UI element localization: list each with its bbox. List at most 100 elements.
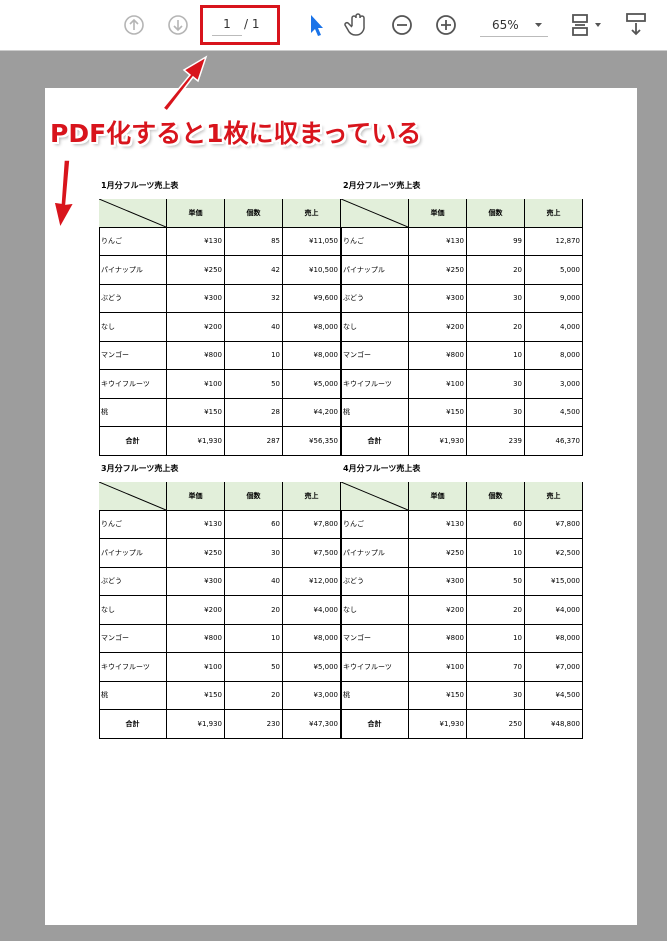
data-cell: 70: [467, 653, 525, 682]
data-cell: ¥800: [167, 624, 225, 653]
toolbar: 1 / 1 65%: [0, 0, 667, 51]
fit-button[interactable]: [572, 14, 588, 23]
data-cell: 85: [225, 227, 283, 256]
zoom-select[interactable]: 65%: [480, 13, 548, 37]
data-cell: 30: [467, 370, 525, 399]
total-cell: 合計: [99, 710, 167, 739]
data-cell: なし: [99, 596, 167, 625]
data-cell: ¥8,000: [283, 624, 341, 653]
data-cell: ¥300: [167, 567, 225, 596]
data-cell: 60: [467, 510, 525, 539]
header-cell: 単価: [409, 199, 467, 228]
data-cell: ¥200: [167, 596, 225, 625]
data-cell: ¥300: [409, 284, 467, 313]
data-cell: ¥5,000: [283, 653, 341, 682]
data-cell: りんご: [99, 227, 167, 256]
data-cell: 42: [225, 256, 283, 285]
header-cell: 売上: [525, 482, 583, 511]
data-cell: 50: [467, 567, 525, 596]
data-cell: 28: [225, 398, 283, 427]
table-title: 1月分フルーツ売上表: [101, 181, 179, 190]
data-cell: 60: [225, 510, 283, 539]
data-cell: ¥8,000: [283, 341, 341, 370]
data-cell: ¥200: [409, 313, 467, 342]
data-cell: ぶどう: [99, 284, 167, 313]
data-cell: 50: [225, 370, 283, 399]
data-cell: ¥100: [409, 370, 467, 399]
data-cell: ぶどう: [99, 567, 167, 596]
data-cell: りんご: [341, 510, 409, 539]
total-cell: 287: [225, 427, 283, 456]
page-total: / 1: [244, 17, 260, 31]
select-tool[interactable]: [311, 15, 323, 36]
data-cell: 40: [225, 567, 283, 596]
callout: PDF化すると1枚に収まっている: [50, 119, 422, 148]
next-page-button[interactable]: [168, 15, 188, 35]
tools-button[interactable]: [626, 13, 646, 22]
data-cell: 3,000: [525, 370, 583, 399]
data-cell: マンゴー: [99, 341, 167, 370]
hand-tool[interactable]: [344, 13, 365, 36]
zoom-out-button[interactable]: [392, 15, 412, 35]
header-cell: 売上: [525, 199, 583, 228]
header-cell: 売上: [283, 482, 341, 511]
data-cell: 4,500: [525, 398, 583, 427]
total-cell: 230: [225, 710, 283, 739]
data-cell: ¥5,000: [283, 370, 341, 399]
data-cell: ¥130: [167, 510, 225, 539]
data-cell: ¥100: [167, 653, 225, 682]
total-cell: ¥1,930: [167, 427, 225, 456]
data-cell: りんご: [99, 510, 167, 539]
data-cell: マンゴー: [341, 341, 409, 370]
total-cell: ¥1,930: [167, 710, 225, 739]
data-cell: ¥130: [167, 227, 225, 256]
data-cell: ¥7,800: [525, 510, 583, 539]
data-cell: マンゴー: [341, 624, 409, 653]
data-cell: ¥800: [409, 624, 467, 653]
total-cell: ¥1,930: [409, 710, 467, 739]
toolbar-icons: [124, 13, 646, 36]
total-cell: ¥48,800: [525, 710, 583, 739]
data-cell: ¥4,000: [525, 596, 583, 625]
data-cell: 30: [467, 398, 525, 427]
arrow-down: [53, 159, 76, 231]
page-highlight: [200, 5, 280, 45]
data-cell: ¥11,050: [283, 227, 341, 256]
data-cell: ¥9,600: [283, 284, 341, 313]
table-title: 4月分フルーツ売上表: [343, 464, 421, 473]
corner-cell: [341, 482, 409, 511]
data-cell: パイナップル: [341, 539, 409, 568]
data-cell: 10: [225, 624, 283, 653]
data-cell: 9,000: [525, 284, 583, 313]
table-title: 3月分フルーツ売上表: [101, 464, 179, 473]
data-cell: りんご: [341, 227, 409, 256]
data-cell: 4,000: [525, 313, 583, 342]
data-cell: キウイフルーツ: [341, 370, 409, 399]
header-cell: 売上: [283, 199, 341, 228]
total-cell: ¥56,350: [283, 427, 341, 456]
data-cell: ¥150: [409, 398, 467, 427]
data-cell: ¥200: [409, 596, 467, 625]
data-cell: 50: [225, 653, 283, 682]
data-cell: なし: [341, 313, 409, 342]
data-cell: 桃: [99, 398, 167, 427]
data-cell: ¥150: [409, 681, 467, 710]
zoom-in-button[interactable]: [436, 15, 456, 35]
data-cell: ¥150: [167, 398, 225, 427]
page-number-input[interactable]: 1: [212, 13, 242, 36]
data-cell: ¥800: [167, 341, 225, 370]
data-cell: ¥12,000: [283, 567, 341, 596]
header-cell: 個数: [225, 199, 283, 228]
diagonal: [341, 199, 408, 227]
data-cell: ¥3,000: [283, 681, 341, 710]
data-cell: 20: [467, 256, 525, 285]
prev-page-button[interactable]: [124, 15, 144, 35]
total-cell: 合計: [341, 710, 409, 739]
data-cell: 桃: [341, 398, 409, 427]
data-cell: ¥8,000: [525, 624, 583, 653]
data-cell: ¥300: [167, 284, 225, 313]
data-cell: ¥800: [409, 341, 467, 370]
header-cell: 単価: [167, 482, 225, 511]
